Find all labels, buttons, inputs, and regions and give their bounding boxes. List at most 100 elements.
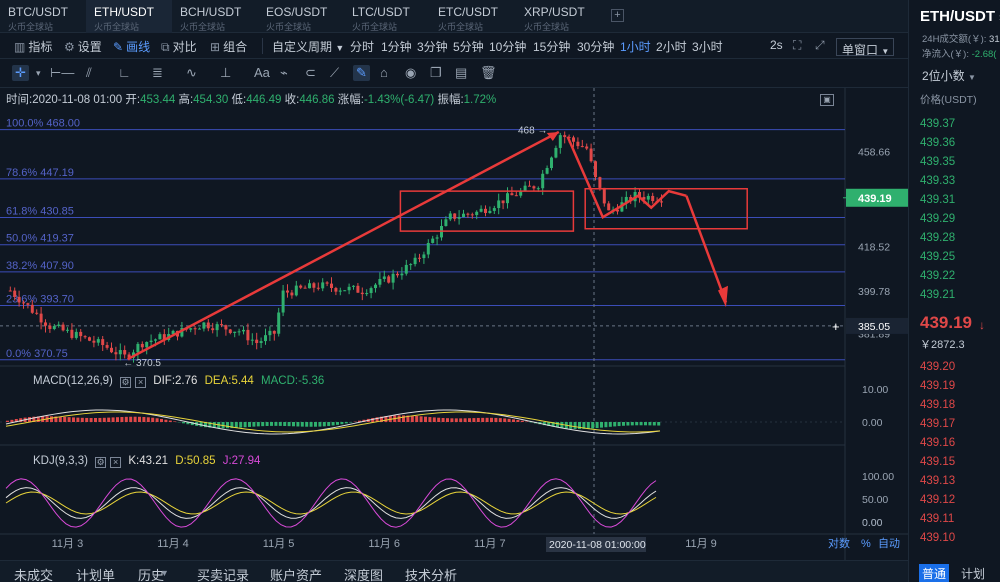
axis-control[interactable]: % <box>861 538 871 550</box>
tab-depth[interactable]: 深度图 <box>344 568 384 582</box>
layers-icon[interactable]: ▤ <box>455 65 468 80</box>
bid-price[interactable]: 439.35 <box>920 156 956 168</box>
expand-icon[interactable]: ⤢ <box>815 38 825 52</box>
tab-etc[interactable]: ETC/USDT 火币全球站 <box>430 0 516 33</box>
mode-plan[interactable]: 计划 <box>961 567 986 581</box>
ask-price[interactable]: 439.12 <box>920 494 956 506</box>
candle-body <box>88 337 91 341</box>
bottom-tabs: 未成交 计划单 历史 ▼ 买卖记录 账户资产 深度图 技术分析 <box>0 560 908 582</box>
candle-body <box>105 345 109 348</box>
fullscreen-icon[interactable]: ⛶ <box>793 38 802 52</box>
macd-bar <box>305 422 309 427</box>
brush-icon[interactable]: ⌁ <box>280 65 288 80</box>
period-30m[interactable]: 30分钟 <box>577 40 615 54</box>
combine-button[interactable]: ⊞ 组合 <box>210 38 247 55</box>
draw-button[interactable]: ✎ 画线 <box>113 38 150 55</box>
chart-area[interactable]: 100.0% 468.00 78.6% 447.19 61.8% 430.85 50.… <box>0 88 908 560</box>
bid-price[interactable]: 439.28 <box>920 232 956 244</box>
tab-history[interactable]: 历史 <box>138 568 165 582</box>
tab-assets[interactable]: 账户资产 <box>270 568 323 582</box>
tab-open-orders[interactable]: 未成交 <box>14 568 54 582</box>
tab-xrp[interactable]: XRP/USDT 火币全球站 <box>516 0 602 33</box>
magnet-icon[interactable]: ⊂ <box>305 65 316 80</box>
tab-ltc[interactable]: LTC/USDT 火币全球站 <box>344 0 430 33</box>
period-15m[interactable]: 15分钟 <box>533 40 571 54</box>
custom-period-dropdown[interactable]: 自定义周期 ▼ <box>272 38 344 55</box>
ask-price[interactable]: 439.19 <box>920 380 956 392</box>
bid-price[interactable]: 439.33 <box>920 175 956 187</box>
settings-button[interactable]: ⚙ 设置 <box>64 38 102 55</box>
close-icon[interactable]: × <box>110 457 122 468</box>
j-line <box>5 478 657 528</box>
bid-price[interactable]: 439.25 <box>920 251 956 263</box>
period-10m[interactable]: 10分钟 <box>489 40 527 54</box>
ask-price[interactable]: 439.13 <box>920 475 956 487</box>
horizontal-line-icon[interactable]: ⊢— <box>50 65 75 80</box>
add-tab-button[interactable]: + <box>611 9 624 22</box>
x-tick: 11月 5 <box>263 538 295 550</box>
refresh-interval[interactable]: 2s <box>770 38 783 52</box>
tab-plan-orders[interactable]: 计划单 <box>76 568 116 582</box>
macd-bar <box>274 422 278 426</box>
macd-bar <box>586 422 590 429</box>
period-1h[interactable]: 1小时 <box>620 40 651 54</box>
pen-icon[interactable]: ✎ <box>353 65 370 81</box>
bid-price[interactable]: 439.36 <box>920 137 956 149</box>
macd-bar <box>296 422 300 427</box>
ruler-icon[interactable]: ⟋ <box>330 65 340 80</box>
candle-body <box>66 329 69 331</box>
tab-eos[interactable]: EOS/USDT 火币全球站 <box>258 0 344 33</box>
bid-price[interactable]: 439.37 <box>920 118 956 130</box>
chevron-down-icon[interactable]: ▾ <box>36 68 41 78</box>
time-label: 时间: <box>6 94 33 106</box>
tab-trades[interactable]: 买卖记录 <box>197 568 250 582</box>
tab-technical[interactable]: 技术分析 <box>405 568 458 582</box>
wave-icon[interactable]: ∿ <box>186 65 197 80</box>
lock-icon[interactable]: ⌂ <box>380 65 388 80</box>
bid-price[interactable]: 439.31 <box>920 194 956 206</box>
ask-price[interactable]: 439.11 <box>920 513 955 525</box>
screenshot-icon[interactable]: ▣ <box>820 94 834 106</box>
period-3h[interactable]: 3小时 <box>692 40 723 54</box>
ask-price[interactable]: 439.16 <box>920 437 956 449</box>
angle-icon[interactable]: ∟ <box>118 65 131 80</box>
copy-icon[interactable]: ❐ <box>430 65 442 80</box>
trash-icon[interactable]: 🗑 <box>480 65 497 80</box>
macd-bar <box>375 417 379 422</box>
period-timeline[interactable]: 分时 <box>350 40 375 54</box>
ask-price[interactable]: 439.20 <box>920 361 956 373</box>
bid-price[interactable]: 439.29 <box>920 213 956 225</box>
gear-icon[interactable]: ⚙ <box>120 377 132 388</box>
tab-btc[interactable]: BTC/USDT 火币全球站 <box>0 0 86 33</box>
period-5m[interactable]: 5分钟 <box>453 40 484 54</box>
decimals-dropdown[interactable]: 2位小数 ▼ <box>922 67 976 84</box>
bid-price[interactable]: 439.22 <box>920 270 956 282</box>
period-3m[interactable]: 3分钟 <box>417 40 448 54</box>
tab-eth[interactable]: ETH/USDT 火币全球站 <box>86 0 172 33</box>
measure-icon[interactable]: ⊥ <box>220 65 232 80</box>
parallel-lines-icon[interactable]: ⫽ <box>86 65 92 80</box>
ask-price[interactable]: 439.10 <box>920 532 956 544</box>
bid-price[interactable]: 439.21 <box>920 289 956 301</box>
ask-price[interactable]: 439.18 <box>920 399 956 411</box>
gear-icon[interactable]: ⚙ <box>95 457 107 468</box>
fib-icon[interactable]: ≣ <box>152 65 163 80</box>
ask-price[interactable]: 439.17 <box>920 418 956 430</box>
window-mode-dropdown[interactable]: 单窗口 ▼ <box>836 38 894 57</box>
axis-control[interactable]: 自动 <box>878 537 900 550</box>
candle-body <box>39 313 43 323</box>
text-tool-icon[interactable]: Aa <box>254 65 270 80</box>
close-icon[interactable]: × <box>135 377 147 388</box>
period-2h[interactable]: 2小时 <box>656 40 687 54</box>
tab-bch[interactable]: BCH/USDT 火币全球站 <box>172 0 258 33</box>
mode-normal[interactable]: 普通 <box>919 564 950 582</box>
indicator-button[interactable]: ▥ 指标 <box>14 38 52 55</box>
crosshair-icon[interactable]: ✛ <box>12 65 29 81</box>
period-1m[interactable]: 1分钟 <box>381 40 412 54</box>
axis-control[interactable]: 对数 <box>828 536 850 550</box>
candle-body <box>158 334 162 340</box>
ask-price[interactable]: 439.15 <box>920 456 956 468</box>
chevron-down-icon[interactable]: ▼ <box>160 568 169 578</box>
eye-icon[interactable]: ◉ <box>405 65 417 80</box>
compare-button[interactable]: ⧉ 对比 <box>161 38 197 55</box>
